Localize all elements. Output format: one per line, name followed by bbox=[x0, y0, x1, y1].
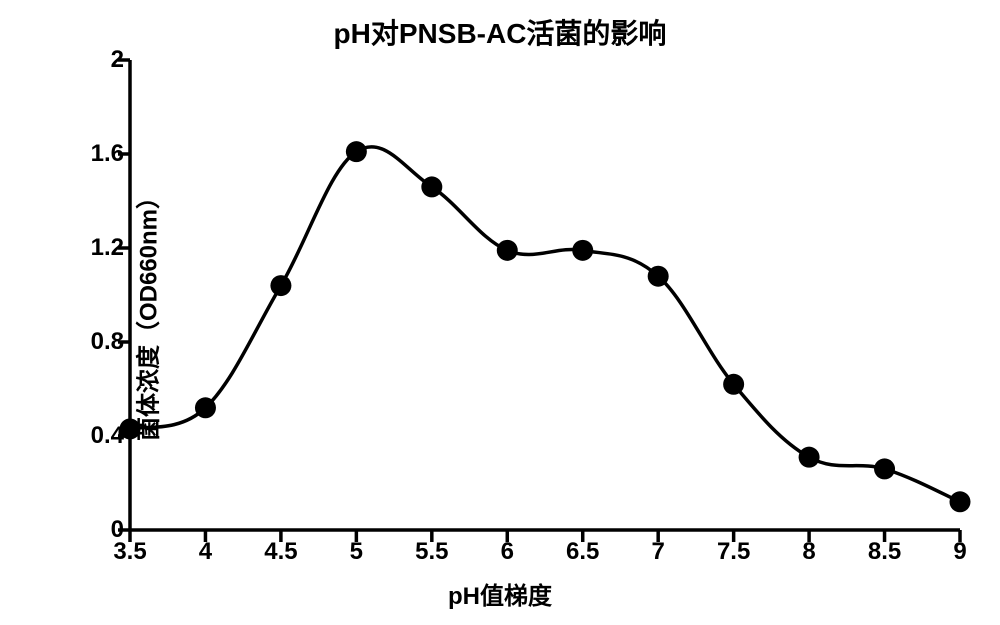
x-tick-label: 3.5 bbox=[113, 538, 146, 566]
y-tick-label: 1.6 bbox=[91, 140, 124, 168]
chart-svg bbox=[0, 0, 1000, 625]
x-tick-label: 4.5 bbox=[264, 538, 297, 566]
x-tick-label: 7 bbox=[651, 538, 664, 566]
x-tick-label: 4 bbox=[199, 538, 212, 566]
y-tick-label: 2 bbox=[111, 46, 124, 74]
x-tick-label: 6 bbox=[501, 538, 514, 566]
y-tick-label: 0.4 bbox=[91, 422, 124, 450]
x-tick-label: 6.5 bbox=[566, 538, 599, 566]
x-tick-label: 5.5 bbox=[415, 538, 448, 566]
x-tick-label: 9 bbox=[953, 538, 966, 566]
chart-container: pH对PNSB-AC活菌的影响 菌体浓度（OD660nm） pH值梯度 00.4… bbox=[0, 0, 1000, 625]
y-tick-label: 1.2 bbox=[91, 234, 124, 262]
y-tick-label: 0.8 bbox=[91, 328, 124, 356]
x-tick-label: 7.5 bbox=[717, 538, 750, 566]
x-tick-label: 5 bbox=[350, 538, 363, 566]
x-tick-label: 8 bbox=[802, 538, 815, 566]
x-tick-label: 8.5 bbox=[868, 538, 901, 566]
